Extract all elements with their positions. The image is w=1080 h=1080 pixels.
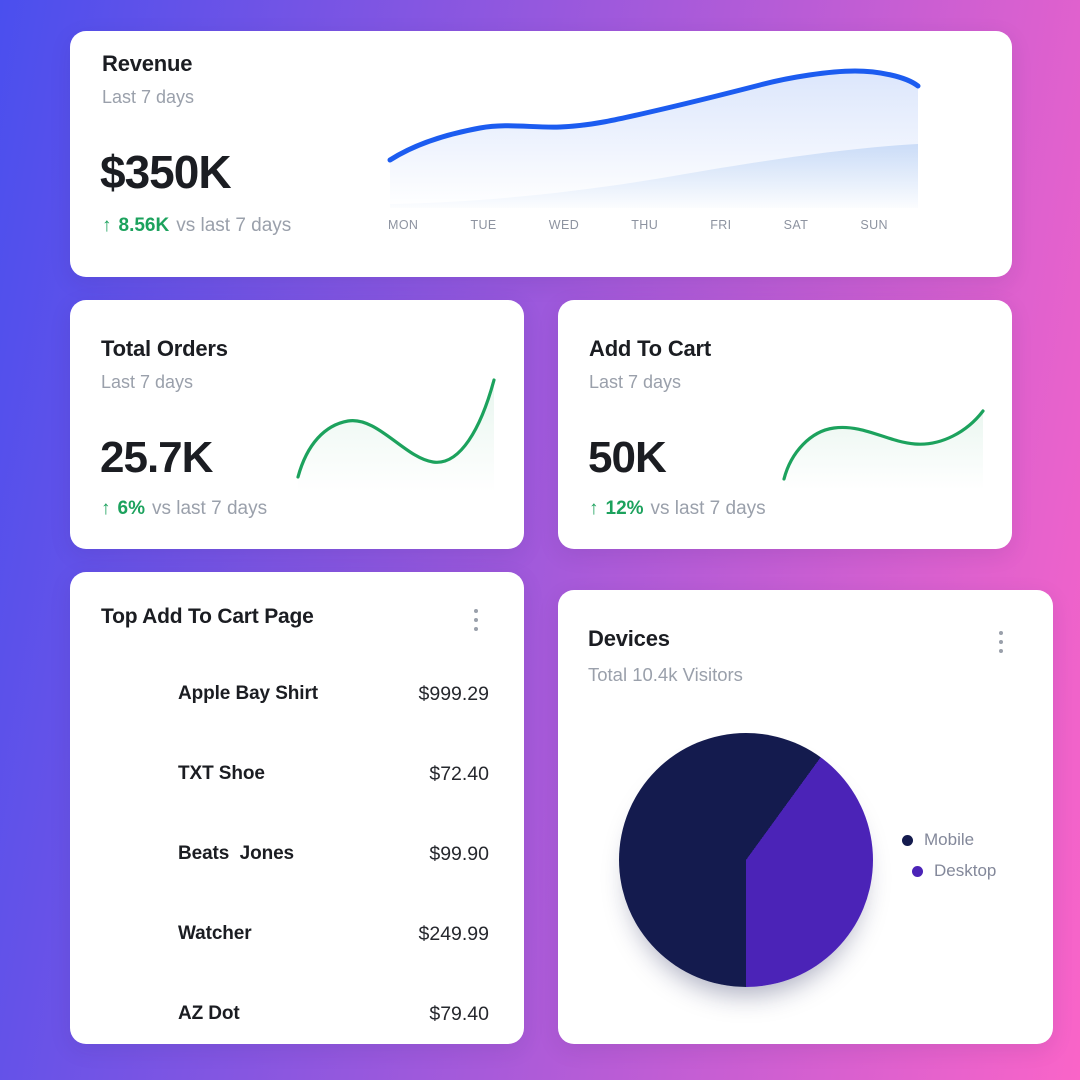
product-price: $72.40	[429, 762, 489, 785]
legend-label: Mobile	[924, 830, 975, 849]
kebab-dot	[999, 640, 1003, 644]
axis-label-tue: TUE	[470, 218, 497, 232]
list-item: Beats Jones $99.90	[70, 814, 524, 894]
revenue-subtitle: Last 7 days	[102, 87, 195, 107]
up-arrow-icon: ↑	[102, 215, 112, 236]
add-to-cart-card: Add To Cart Last 7 days 50K ↑ 12% vs las…	[558, 300, 1012, 549]
product-name: Apple Bay Shirt	[178, 683, 318, 704]
product-price: $79.40	[429, 1002, 489, 1025]
product-price: $249.99	[418, 922, 490, 945]
add-to-cart-spark-area	[784, 411, 983, 490]
list-item: AZ Dot $79.40	[70, 974, 524, 1054]
kebab-menu-icon[interactable]	[993, 626, 1009, 658]
kebab-dot	[474, 627, 478, 631]
devices-title: Devices	[588, 626, 670, 651]
total-orders-title: Total Orders	[101, 336, 228, 361]
axis-label-mon: MON	[388, 218, 419, 232]
kebab-dot	[474, 618, 478, 622]
devices-pie-chart	[619, 733, 873, 987]
total-orders-card: Total Orders Last 7 days 25.7K ↑ 6% vs l…	[70, 300, 524, 549]
product-name: Watcher	[178, 923, 252, 944]
axis-label-sun: SUN	[860, 218, 888, 232]
top-pages-list: Apple Bay Shirt $999.29 TXT Shoe $72.40 …	[70, 654, 524, 1054]
kebab-dot	[999, 631, 1003, 635]
product-name: AZ Dot	[178, 1003, 240, 1024]
revenue-line	[387, 68, 921, 163]
total-orders-subtitle: Last 7 days	[101, 372, 194, 392]
kebab-dot	[999, 649, 1003, 653]
total-orders-delta-value: 6%	[117, 498, 145, 519]
add-to-cart-value: 50K	[588, 433, 667, 482]
revenue-delta-suffix: vs last 7 days	[176, 215, 292, 236]
axis-label-thu: THU	[631, 218, 659, 232]
add-to-cart-sparkline-chart	[782, 409, 985, 490]
mobile-color-dot-icon	[902, 834, 913, 846]
list-item: TXT Shoe $72.40	[70, 734, 524, 814]
revenue-delta-value: 8.56K	[118, 215, 170, 236]
devices-card: Devices Total 10.4k Visitors Mobile Desk…	[558, 590, 1053, 1044]
revenue-line-chart	[387, 68, 921, 208]
devices-subtitle: Total 10.4k Visitors	[588, 664, 743, 685]
revenue-x-axis: MON TUE WED THU FRI SAT SUN	[388, 218, 888, 232]
legend-label: Desktop	[934, 861, 997, 880]
revenue-card: Revenue Last 7 days $350K ↑ 8.56K vs las…	[70, 31, 1012, 277]
kebab-dot	[474, 609, 478, 613]
axis-label-fri: FRI	[710, 218, 732, 232]
product-price: $999.29	[418, 682, 490, 705]
revenue-title: Revenue	[102, 51, 193, 76]
top-add-to-cart-page-card: Top Add To Cart Page Apple Bay Shirt $99…	[70, 572, 524, 1044]
total-orders-delta: ↑ 6% vs last 7 days	[101, 498, 267, 520]
product-name: Beats Jones	[178, 843, 295, 864]
product-price: $99.90	[429, 842, 489, 865]
product-name: TXT Shoe	[178, 763, 265, 784]
list-item: Apple Bay Shirt $999.29	[70, 654, 524, 734]
revenue-area	[390, 71, 918, 208]
list-item: Watcher $249.99	[70, 894, 524, 974]
up-arrow-icon: ↑	[101, 498, 111, 519]
add-to-cart-delta-suffix: vs last 7 days	[650, 498, 766, 519]
top-pages-title: Top Add To Cart Page	[101, 605, 314, 628]
total-orders-value: 25.7K	[100, 433, 213, 482]
axis-label-sat: SAT	[783, 218, 809, 232]
total-orders-spark-area	[298, 380, 494, 492]
total-orders-delta-suffix: vs last 7 days	[151, 498, 268, 519]
add-to-cart-title: Add To Cart	[589, 336, 712, 361]
add-to-cart-delta-value: 12%	[605, 498, 644, 519]
up-arrow-icon: ↑	[589, 498, 599, 519]
legend-item-mobile: Mobile	[902, 830, 974, 850]
kebab-menu-icon[interactable]	[468, 604, 484, 636]
total-orders-spark-line	[296, 378, 496, 479]
revenue-delta: ↑ 8.56K vs last 7 days	[102, 215, 291, 237]
legend-item-desktop: Desktop	[912, 861, 996, 881]
revenue-value: $350K	[100, 146, 232, 198]
total-orders-sparkline-chart	[296, 378, 496, 492]
add-to-cart-delta: ↑ 12% vs last 7 days	[589, 498, 766, 520]
axis-label-wed: WED	[548, 218, 580, 232]
add-to-cart-subtitle: Last 7 days	[589, 372, 682, 392]
desktop-color-dot-icon	[912, 865, 923, 877]
add-to-cart-spark-line	[782, 409, 985, 481]
